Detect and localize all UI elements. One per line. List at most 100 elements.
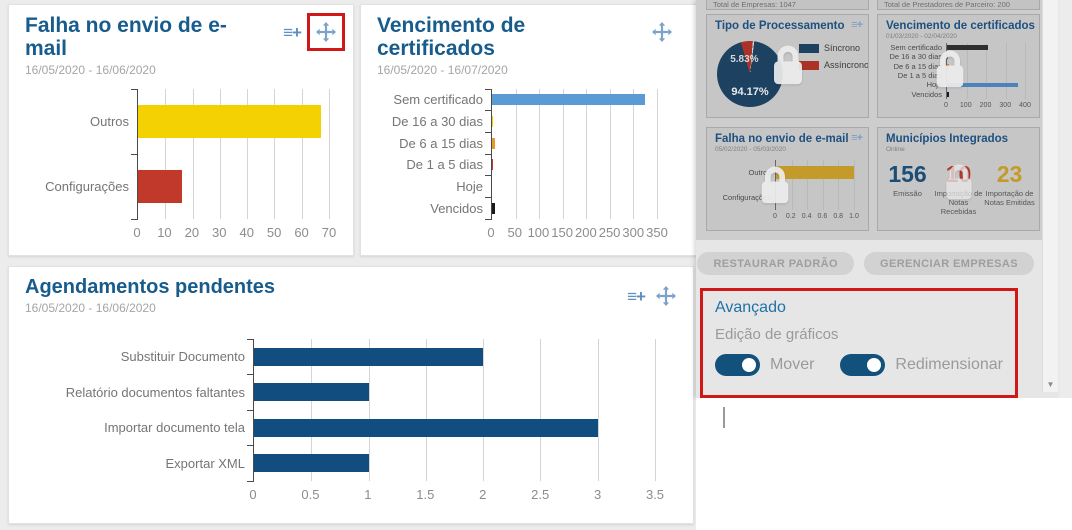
move-icon[interactable] <box>651 281 681 311</box>
bar-Substituir Documento <box>254 347 484 366</box>
panel-date-range: 16/05/2020 - 16/06/2020 <box>25 63 156 77</box>
gridline <box>807 160 809 210</box>
card-processing-type[interactable]: Tipo de Processamento ≡+ 5.83% 94.17% Sín… <box>706 14 869 118</box>
category-label: De 16 a 30 dias <box>391 114 483 129</box>
stat-card-total-prestadores[interactable]: Total de Prestadores de Parceiro: 200 <box>877 0 1040 10</box>
panel-cert-expiry: Vencimento de certificados 16/05/2020 - … <box>360 4 710 256</box>
gridline <box>311 339 313 481</box>
annotation-box-advanced-section: Avançado Edição de gráficos Mover Redime… <box>700 288 1018 398</box>
lock-icon[interactable] <box>940 160 978 202</box>
y-tick <box>131 218 138 220</box>
x-tick-label: 250 <box>598 225 621 240</box>
y-tick <box>485 175 492 177</box>
gridline <box>483 339 485 481</box>
move-toggle[interactable] <box>715 354 760 376</box>
x-tick-label: 2 <box>479 487 487 502</box>
y-tick <box>485 88 492 90</box>
x-tick-label: 1.0 <box>849 213 859 220</box>
gridline <box>655 339 656 481</box>
x-tick-label: 70 <box>321 225 337 240</box>
add-chart-icon[interactable]: ≡+ <box>627 286 646 306</box>
gridline <box>219 89 221 219</box>
text-cursor <box>723 407 725 428</box>
restore-default-button[interactable]: RESTAURAR PADRÃO <box>697 252 854 275</box>
add-chart-icon[interactable]: ≡+ <box>851 132 863 144</box>
bar-Vencidos <box>947 91 949 97</box>
gridline <box>822 160 824 210</box>
category-label: Sem certificado <box>393 92 483 108</box>
lock-icon[interactable] <box>930 46 970 90</box>
move-icon[interactable] <box>311 17 341 47</box>
gridline <box>586 89 588 219</box>
add-chart-icon[interactable]: ≡+ <box>851 19 863 31</box>
toggle-knob <box>867 358 882 372</box>
bar-De 16 a 30 dias <box>492 115 493 128</box>
card-cert-expiry[interactable]: Vencimento de certificados 01/03/2020 - … <box>877 14 1040 118</box>
panel-date-range: 16/05/2020 - 16/06/2020 <box>25 301 156 315</box>
lock-icon[interactable] <box>767 41 809 87</box>
move-icon[interactable] <box>647 17 677 47</box>
gridline <box>562 89 564 219</box>
bar-Relatório documentos faltantes <box>254 383 369 402</box>
gridline <box>854 160 855 210</box>
toggle-row: Mover Redimensionar <box>715 354 1003 376</box>
panel-email-failure: Falha no envio de e-mail 16/05/2020 - 16… <box>8 4 354 256</box>
legend-label: Assíncrono <box>824 60 869 70</box>
manage-companies-button[interactable]: GERENCIAR EMPRESAS <box>864 252 1034 275</box>
gridline <box>633 89 635 219</box>
stat-label: Importação de Notas Emitidas <box>984 189 1035 208</box>
stat-emissao: 156 Emissão <box>882 161 933 216</box>
card-title: Vencimento de certificados <box>886 20 1035 32</box>
gridline <box>301 89 303 219</box>
panel-date-range: 16/05/2020 - 16/07/2020 <box>377 63 508 77</box>
gridline <box>515 89 517 219</box>
card-date-range: 05/02/2020 - 05/03/2020 <box>715 146 786 153</box>
cert-expiry-chart: Sem certificado De 16 a 30 dias De 6 a 15 … <box>377 88 699 243</box>
x-tick-label: 10 <box>157 225 172 240</box>
lock-icon[interactable] <box>755 162 795 206</box>
x-tick-label: 350 <box>646 225 668 240</box>
category-label: Relatório documentos faltantes <box>65 384 245 400</box>
bar-Outros <box>138 104 321 139</box>
card-title: Municípios Integrados <box>886 133 1009 145</box>
bar-Vencidos <box>492 202 495 214</box>
chart-editing-label: Edição de gráficos <box>715 326 839 343</box>
x-tick-label: 200 <box>979 102 992 109</box>
add-chart-icon[interactable]: ≡+ <box>283 22 302 42</box>
gridline <box>597 339 599 481</box>
gridline <box>247 89 249 219</box>
x-tick-label: 50 <box>507 225 522 240</box>
gridline <box>986 43 987 99</box>
x-tick-label: 20 <box>184 225 200 240</box>
advanced-title: Avançado <box>715 299 786 316</box>
panel-title: Vencimento de certificados <box>377 14 526 60</box>
x-tick-label: 100 <box>959 102 972 109</box>
category-label: De 1 a 5 dias <box>406 157 483 173</box>
processing-type-pie: 5.83% 94.17% <box>717 41 783 107</box>
gridline <box>329 89 330 219</box>
card-municipios-integrados[interactable]: Municípios Integrados Online 156 Emissão… <box>877 127 1040 231</box>
x-tick-label: 2.5 <box>531 487 550 502</box>
legend-swatch-sincrono <box>799 43 819 53</box>
scroll-down-icon[interactable]: ▼ <box>1046 380 1055 389</box>
x-tick-label: 1.5 <box>416 487 435 502</box>
x-tick-label: 3.5 <box>645 487 665 502</box>
gridline <box>539 89 541 219</box>
category-label: Hoje <box>926 80 942 90</box>
category-label: Exportar XML <box>165 455 245 471</box>
bar-Sem certificado <box>947 45 988 51</box>
y-tick <box>247 480 254 482</box>
x-tick-label: 0.2 <box>785 213 796 220</box>
stat-card-total-empresas[interactable]: Total de Empresas: 1047 <box>706 0 869 10</box>
gridline <box>540 339 542 481</box>
card-title: Tipo de Processamento <box>715 20 845 32</box>
category-label: Sem certificado <box>890 43 942 53</box>
drawer-scrollbar[interactable]: ▼ <box>1042 0 1058 392</box>
category-label: Importar documento tela <box>104 420 245 436</box>
gridline <box>657 89 658 219</box>
card-email-failure[interactable]: Falha no envio de e-mail ≡+ 05/02/2020 -… <box>706 127 869 231</box>
category-label: De 16 a 30 dias <box>889 52 942 62</box>
gridline <box>274 89 276 219</box>
resize-toggle[interactable] <box>840 354 886 376</box>
